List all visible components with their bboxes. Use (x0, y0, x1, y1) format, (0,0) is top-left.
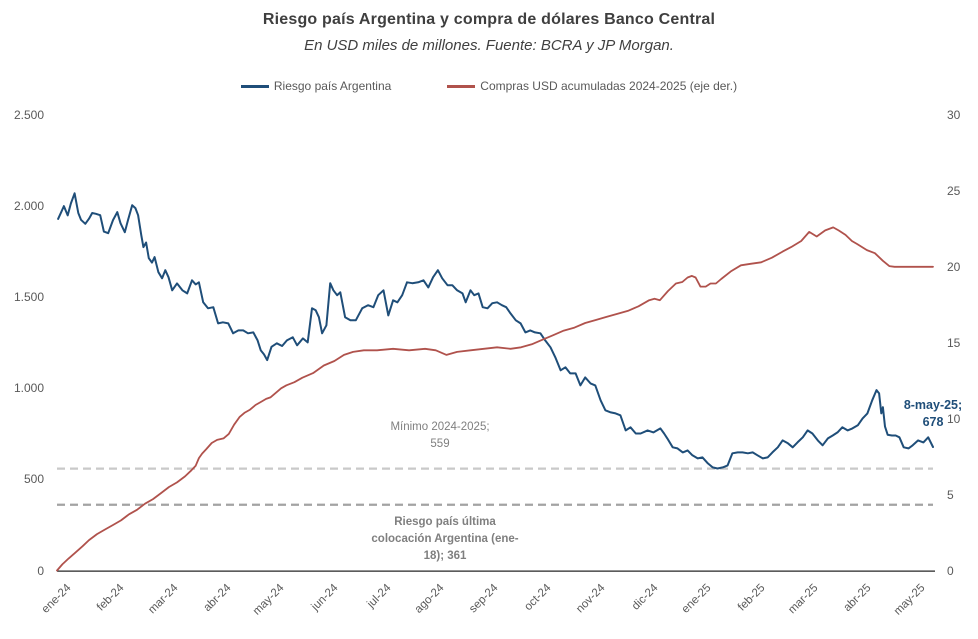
legend-label: Compras USD acumuladas 2024-2025 (eje de… (480, 79, 738, 93)
line-swatch-red (447, 84, 476, 88)
series-line-riesgo-pais (57, 192, 934, 470)
right-tick-0: 0 (947, 563, 954, 578)
right-tick-10: 10 (947, 411, 961, 426)
left-tick-1.500: 1.500 (13, 290, 44, 305)
left-tick-1.000: 1.000 (13, 381, 44, 396)
right-tick-20: 20 (947, 259, 961, 274)
right-tick-30: 30 (947, 108, 961, 122)
chart-subtitle: En USD miles de millones. Fuente: BCRA y… (304, 37, 674, 54)
left-tick-2.500: 2.500 (13, 108, 44, 122)
annotation-last-placement: Riesgo país última colocación Argentina … (371, 516, 519, 562)
annotation-minimum: Mínimo 2024-2025; 559 (390, 421, 490, 450)
legend-label: Riesgo país Argentina (273, 79, 392, 93)
left-tick-2.000: 2.000 (13, 199, 44, 214)
series-line-compras-usd (56, 226, 934, 572)
left-tick-0: 0 (37, 563, 44, 578)
line-swatch-blue (240, 84, 269, 88)
right-tick-25: 25 (947, 183, 961, 198)
right-tick-5: 5 (947, 487, 954, 502)
annotation-latest-value: 8-may-25; 678 (903, 398, 963, 429)
legend-item-riesgo-pais: Riesgo país Argentina (240, 79, 392, 93)
left-tick-500: 500 (23, 472, 44, 487)
chart-title: Riesgo país Argentina y compra de dólare… (262, 11, 716, 28)
legend: Riesgo país Argentina Compras USD acumul… (0, 79, 978, 93)
legend-item-compras-usd: Compras USD acumuladas 2024-2025 (eje de… (447, 79, 737, 93)
right-tick-15: 15 (947, 335, 961, 350)
